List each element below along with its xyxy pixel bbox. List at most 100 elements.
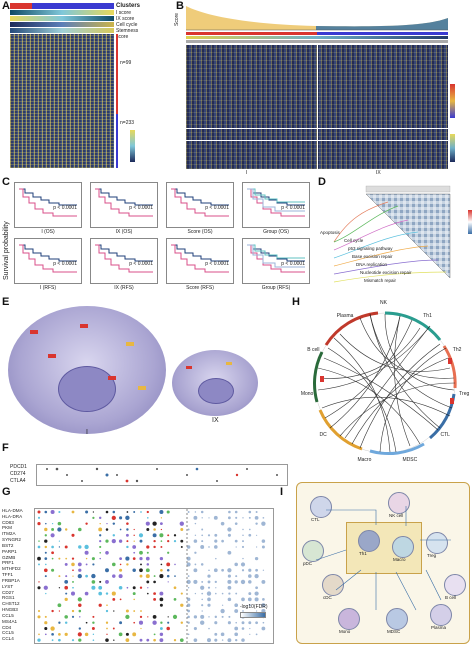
g-dot [133,598,135,601]
g-dot [118,585,123,590]
g-dot [78,603,82,607]
km-x-label: Group (OS) [263,229,289,235]
km-curve [171,188,229,217]
g-dot [241,597,245,602]
g-dot [126,586,129,589]
km-x-label: I (RFS) [39,285,57,291]
g-dot [126,545,129,549]
g-dot [166,626,170,631]
b-group-track-2 [186,36,448,39]
g-dot [133,610,136,612]
g-dot [261,521,266,526]
g-dot [227,533,231,537]
g-dot [187,528,190,531]
g-dot [139,586,143,589]
g-dot [43,568,48,573]
g-dot [37,516,41,519]
chord-sector-label: Treg [459,391,470,398]
g-dot [139,550,143,555]
chord-sector-label: Plasma [336,312,354,319]
g-dot [153,633,156,636]
pathway-label: Base excision repair [352,254,393,259]
g-dot [152,615,157,619]
chord-sector-label: NK [380,300,387,306]
g-dot [111,562,116,567]
g-dot [234,510,238,514]
g-dot [241,627,245,630]
g-dot [160,545,163,548]
g-dot [112,510,116,514]
g-dot [214,580,217,584]
g-dot [187,633,190,636]
g-dot [65,592,68,595]
g-dot [92,639,95,641]
g-dot [234,539,238,543]
km-curve [247,244,305,259]
g-dot [92,516,95,519]
g-dot [201,610,203,612]
g-gene-label: CCL5 [2,630,14,636]
g-dot [112,574,116,578]
chord-diagram [313,311,457,456]
f-dots [46,467,278,483]
g-dot [200,585,205,590]
g-dot [153,539,156,543]
marker-i-3 [126,342,134,346]
g-dot [200,563,204,566]
g-dot [261,579,266,584]
g-dot [71,510,75,514]
g-dot [200,620,205,625]
g-dot [235,638,238,642]
g-dot [214,638,218,642]
g-dot [227,550,232,555]
g-dot [235,575,238,578]
g-dot [64,580,69,584]
panel-e-label: E [2,296,10,308]
g-dot [193,579,198,584]
g-dot [187,621,190,624]
chord-sector-label: B cell [307,346,320,353]
g-dot [200,545,205,549]
km-p-value: p < 0.0001 [129,205,153,211]
g-dot [173,639,177,642]
g-dot [235,516,238,519]
g-dot [167,534,170,537]
g-dot [254,591,259,596]
marker-i-6 [138,386,146,390]
km-curve [247,188,305,212]
g-dot [132,592,136,596]
g-dot [262,598,265,601]
g-dot [213,515,218,520]
g-dot [179,521,184,526]
pathway-label: Nucleotide excision repair [360,270,412,275]
g-dot [78,545,82,549]
g-dot [248,533,252,537]
g-dot [50,626,55,631]
g-dot [173,534,177,537]
g-dot [249,627,251,630]
g-dot [227,579,232,584]
g-dot [113,639,115,641]
panel-d-label: D [318,176,326,188]
g-dot [105,510,109,514]
g-dot [208,627,210,630]
i-cell-label: Macro [393,557,406,562]
panel-a-label: A [2,0,10,12]
g-dot [84,544,89,550]
g-dot [207,586,211,589]
g-dot [71,562,75,567]
n-bottom-label: n=233 [120,120,135,126]
g-dot [228,615,231,618]
g-dot [254,515,259,520]
g-dot [91,557,95,561]
km-plot: p < 0.0001 Group (RFS) [242,238,310,291]
g-dot [193,539,198,543]
g-dot [234,522,238,525]
g-dot [132,586,136,590]
g-dot [159,632,164,637]
g-dot [99,540,102,543]
g-dot [64,562,68,566]
score-axis-label: Score [174,12,180,26]
g-dot [201,540,204,543]
i-cell-label: B cell [445,595,457,600]
